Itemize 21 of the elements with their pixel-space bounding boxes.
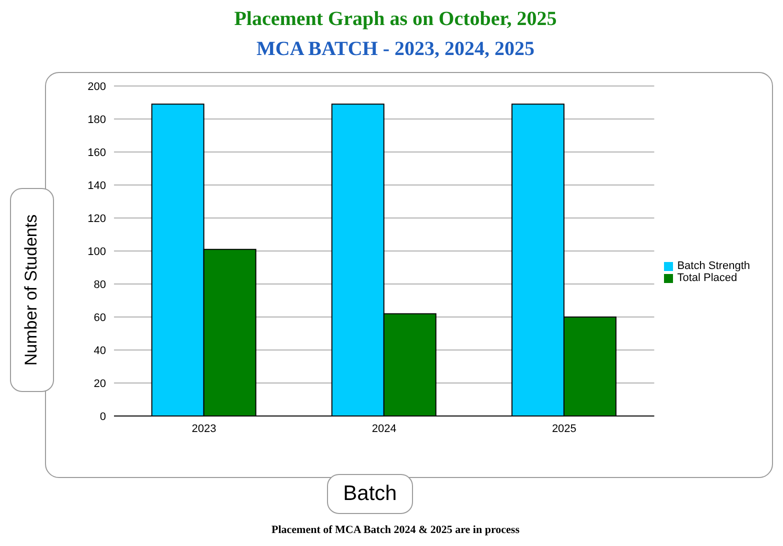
text: Placement of MCA Batch 2024 & 2025 are in process xyxy=(270,524,520,536)
y-tick-label: 120 xyxy=(88,212,106,225)
y-tick-label: 40 xyxy=(94,344,106,357)
y-tick-label: 160 xyxy=(88,146,106,159)
legend-label: Batch Strength xyxy=(677,260,750,272)
chart-subtitle: MCA BATCH - 2023, 2024, 2025 xyxy=(256,38,536,61)
x-tick-label: 2024 xyxy=(372,422,396,435)
y-tick-label: 80 xyxy=(94,278,106,291)
y-tick-label: 200 xyxy=(88,80,106,93)
y-tick-label: 100 xyxy=(88,246,106,258)
x-axis-title: Batch xyxy=(327,474,413,514)
y-axis-title: Number of Students xyxy=(22,214,42,366)
y-tick-label: 0 xyxy=(100,410,106,423)
x-tick-label: 2023 xyxy=(192,422,216,435)
x-tick-label: 2025 xyxy=(552,422,576,435)
y-tick-label: 60 xyxy=(94,312,106,324)
y-tick-label: 20 xyxy=(94,378,106,390)
y-tick-label: 140 xyxy=(88,180,106,192)
chart-title: Placement Graph as on October, 2025 xyxy=(233,8,558,31)
legend-label: Total Placed xyxy=(677,272,738,284)
y-tick-label: 180 xyxy=(88,114,106,126)
